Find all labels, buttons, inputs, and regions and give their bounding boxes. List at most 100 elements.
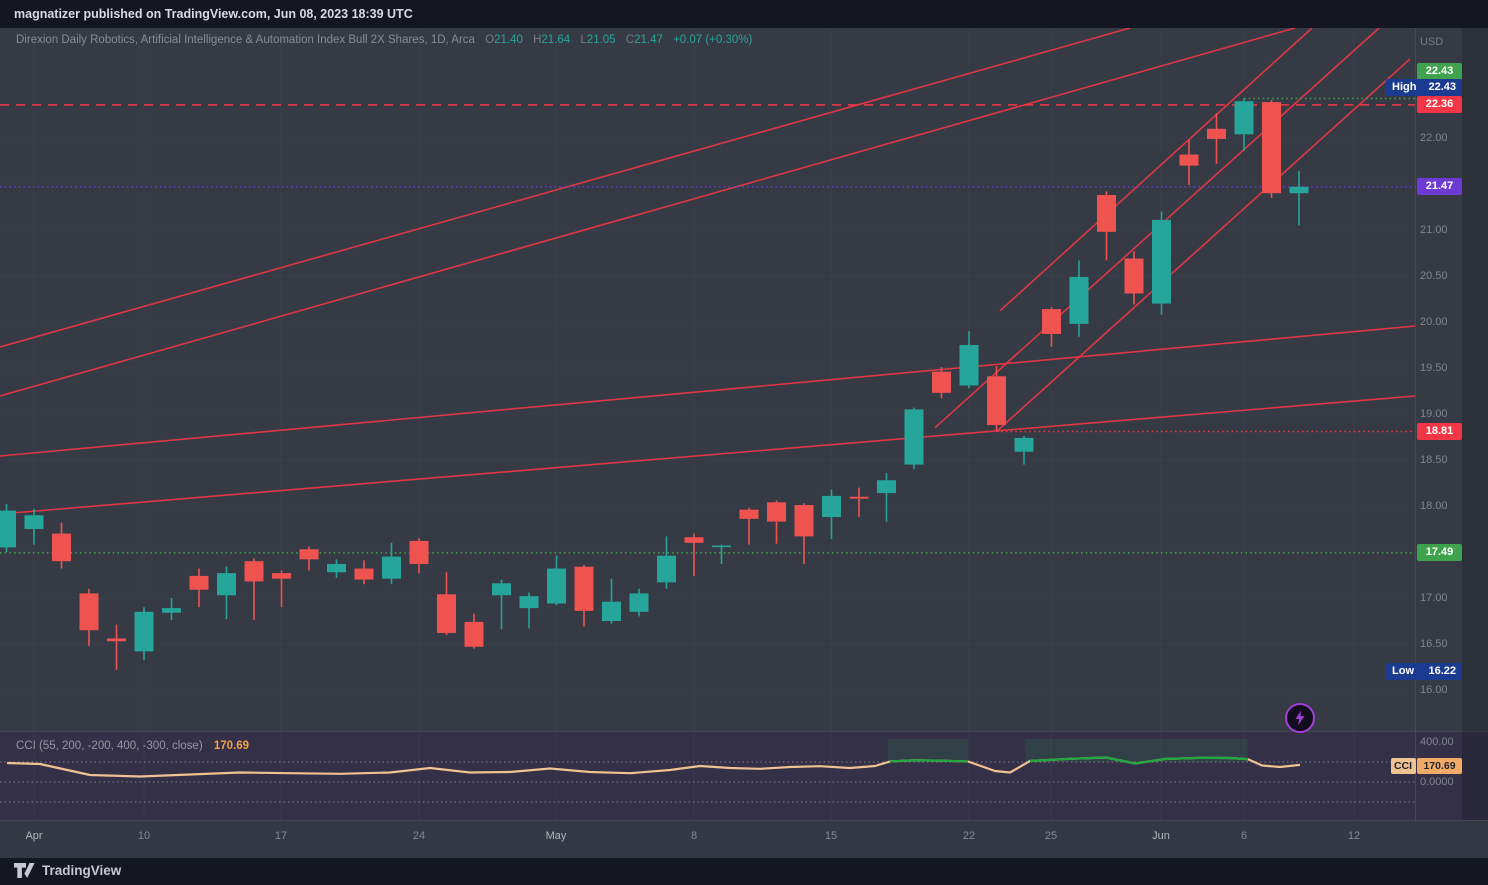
candle-body-Apr27 <box>492 583 511 596</box>
candle-body-May9 <box>712 545 731 548</box>
candle-body-Apr14 <box>244 561 264 582</box>
tag-prefix: Low <box>1392 664 1414 677</box>
time-tick-6: 6 <box>1240 830 1248 842</box>
cci-legend-value: 170.69 <box>213 740 250 752</box>
time-tick-10: 10 <box>137 830 151 842</box>
price-tick-21.00: 21.00 <box>1420 224 1448 236</box>
price-scale-currency: USD <box>1420 36 1444 48</box>
price-series-layer <box>0 28 1415 670</box>
time-axis[interactable] <box>0 820 1488 858</box>
time-tick-22: 22 <box>962 830 976 842</box>
candle-body-Apr13 <box>217 573 236 596</box>
price-label-18.81: 18.81 <box>1417 423 1462 440</box>
candle-body-Apr24 <box>409 540 429 564</box>
candle-body-Apr3 <box>24 515 44 529</box>
cci-value-chip-label: CCI <box>1390 757 1416 774</box>
candle-body-May25 <box>1042 309 1061 334</box>
time-tick-8: 8 <box>690 830 698 842</box>
price-tick-18.00: 18.00 <box>1420 500 1448 512</box>
candle-body-May19 <box>932 371 951 393</box>
time-tick-12: 12 <box>1347 830 1361 842</box>
time-tick-17: 17 <box>274 830 288 842</box>
candle-body-May16 <box>849 496 869 499</box>
price-scale-divider <box>1415 28 1416 820</box>
price-tick-19.00: 19.00 <box>1420 408 1448 420</box>
close-value: 21.47 <box>634 34 663 46</box>
candle-body-May15 <box>822 495 841 518</box>
candle-body-Apr5 <box>79 593 99 631</box>
candle-body-Jun6 <box>1234 101 1254 135</box>
open-value: 21.40 <box>494 34 523 46</box>
candle-body-Mar31 <box>0 510 16 548</box>
price-label-21.47: 21.47 <box>1417 178 1462 196</box>
price-label-low: Low 16.22 <box>1386 662 1462 680</box>
candle-body-Apr18 <box>299 549 319 560</box>
cci-scale-top: 400.00 <box>1420 736 1454 748</box>
high-label: H <box>533 34 542 46</box>
candle-body-May2 <box>574 566 594 611</box>
high-value: 21.64 <box>541 34 571 46</box>
tag-value: 16.22 <box>1428 664 1456 677</box>
candle-body-May4 <box>629 593 649 612</box>
cci-settings-label[interactable]: CCI (55, 200, -200, 400, -300, close) <box>16 740 203 752</box>
candle-body-May23 <box>987 376 1006 426</box>
candle-body-May3 <box>602 601 621 621</box>
candle-body-May8 <box>684 537 704 543</box>
symbol-legend[interactable]: Direxion Daily Robotics, Artificial Inte… <box>16 34 752 46</box>
time-tick-24: 24 <box>412 830 426 842</box>
trendline-channel-upper <box>0 325 1415 457</box>
cci-line-green-segment <box>889 759 969 763</box>
scale-right-margin <box>1462 28 1488 820</box>
price-label-high: High 22.43 <box>1386 79 1462 96</box>
change-value: +0.07 (+0.30%) <box>673 34 753 46</box>
gridlines <box>0 28 1415 820</box>
low-label: L <box>580 34 587 46</box>
low-value: 21.05 <box>586 34 616 46</box>
price-tick-20.00: 20.00 <box>1420 316 1448 328</box>
lightning-icon <box>1295 710 1305 726</box>
candle-body-May1 <box>547 568 566 604</box>
candle-body-Apr10 <box>134 611 154 652</box>
candle-body-May12 <box>794 505 814 537</box>
candle-body-May30 <box>1097 195 1116 232</box>
candle-body-May10 <box>739 509 759 519</box>
candle-body-Jun8 <box>1289 186 1309 194</box>
close-label: C <box>625 34 635 46</box>
price-tick-17.00: 17.00 <box>1420 592 1448 604</box>
tradingview-brand-link[interactable]: TradingView <box>14 863 121 878</box>
price-label-17.49: 17.49 <box>1417 544 1462 562</box>
cci-highlight-band <box>1025 739 1248 762</box>
time-tick-15: 15 <box>824 830 838 842</box>
open-label: O <box>485 34 495 46</box>
cci-scale-zero: 0.0000 <box>1420 776 1454 788</box>
price-label-22.43: 22.43 <box>1417 62 1462 80</box>
cci-pane-background <box>0 731 1488 820</box>
candle-body-Jun2 <box>1179 154 1199 166</box>
boost-lightning-button[interactable] <box>1285 703 1315 733</box>
candle-body-May22 <box>959 345 979 386</box>
price-tick-16.50: 16.50 <box>1420 638 1448 650</box>
price-tick-19.50: 19.50 <box>1420 362 1448 374</box>
candle-body-May17 <box>877 480 896 494</box>
candle-body-Jun5 <box>1207 128 1226 139</box>
candle-body-Apr17 <box>272 573 291 579</box>
cci-line-green-segment <box>1029 756 1249 765</box>
time-tick-may: May <box>545 830 567 842</box>
price-tick-20.50: 20.50 <box>1420 270 1448 282</box>
candle-body-Apr19 <box>327 563 346 573</box>
price-tick-18.50: 18.50 <box>1420 454 1448 466</box>
publish-header: magnatizer published on TradingView.com,… <box>0 0 1488 28</box>
symbol-title[interactable]: Direxion Daily Robotics, Artificial Inte… <box>16 34 475 46</box>
candle-body-Apr26 <box>464 621 484 647</box>
candle-body-Apr21 <box>382 556 401 579</box>
cci-highlight-band <box>888 739 968 762</box>
time-tick-25: 25 <box>1044 830 1058 842</box>
cci-legend[interactable]: CCI (55, 200, -200, 400, -300, close) 17… <box>16 740 249 752</box>
candle-body-Apr6 <box>107 638 126 642</box>
tradingview-brand-text: TradingView <box>42 863 122 878</box>
tag-value: 22.43 <box>1428 81 1456 93</box>
candle-body-Apr12 <box>189 575 209 590</box>
cci-value-chip: 170.69 <box>1417 757 1462 774</box>
